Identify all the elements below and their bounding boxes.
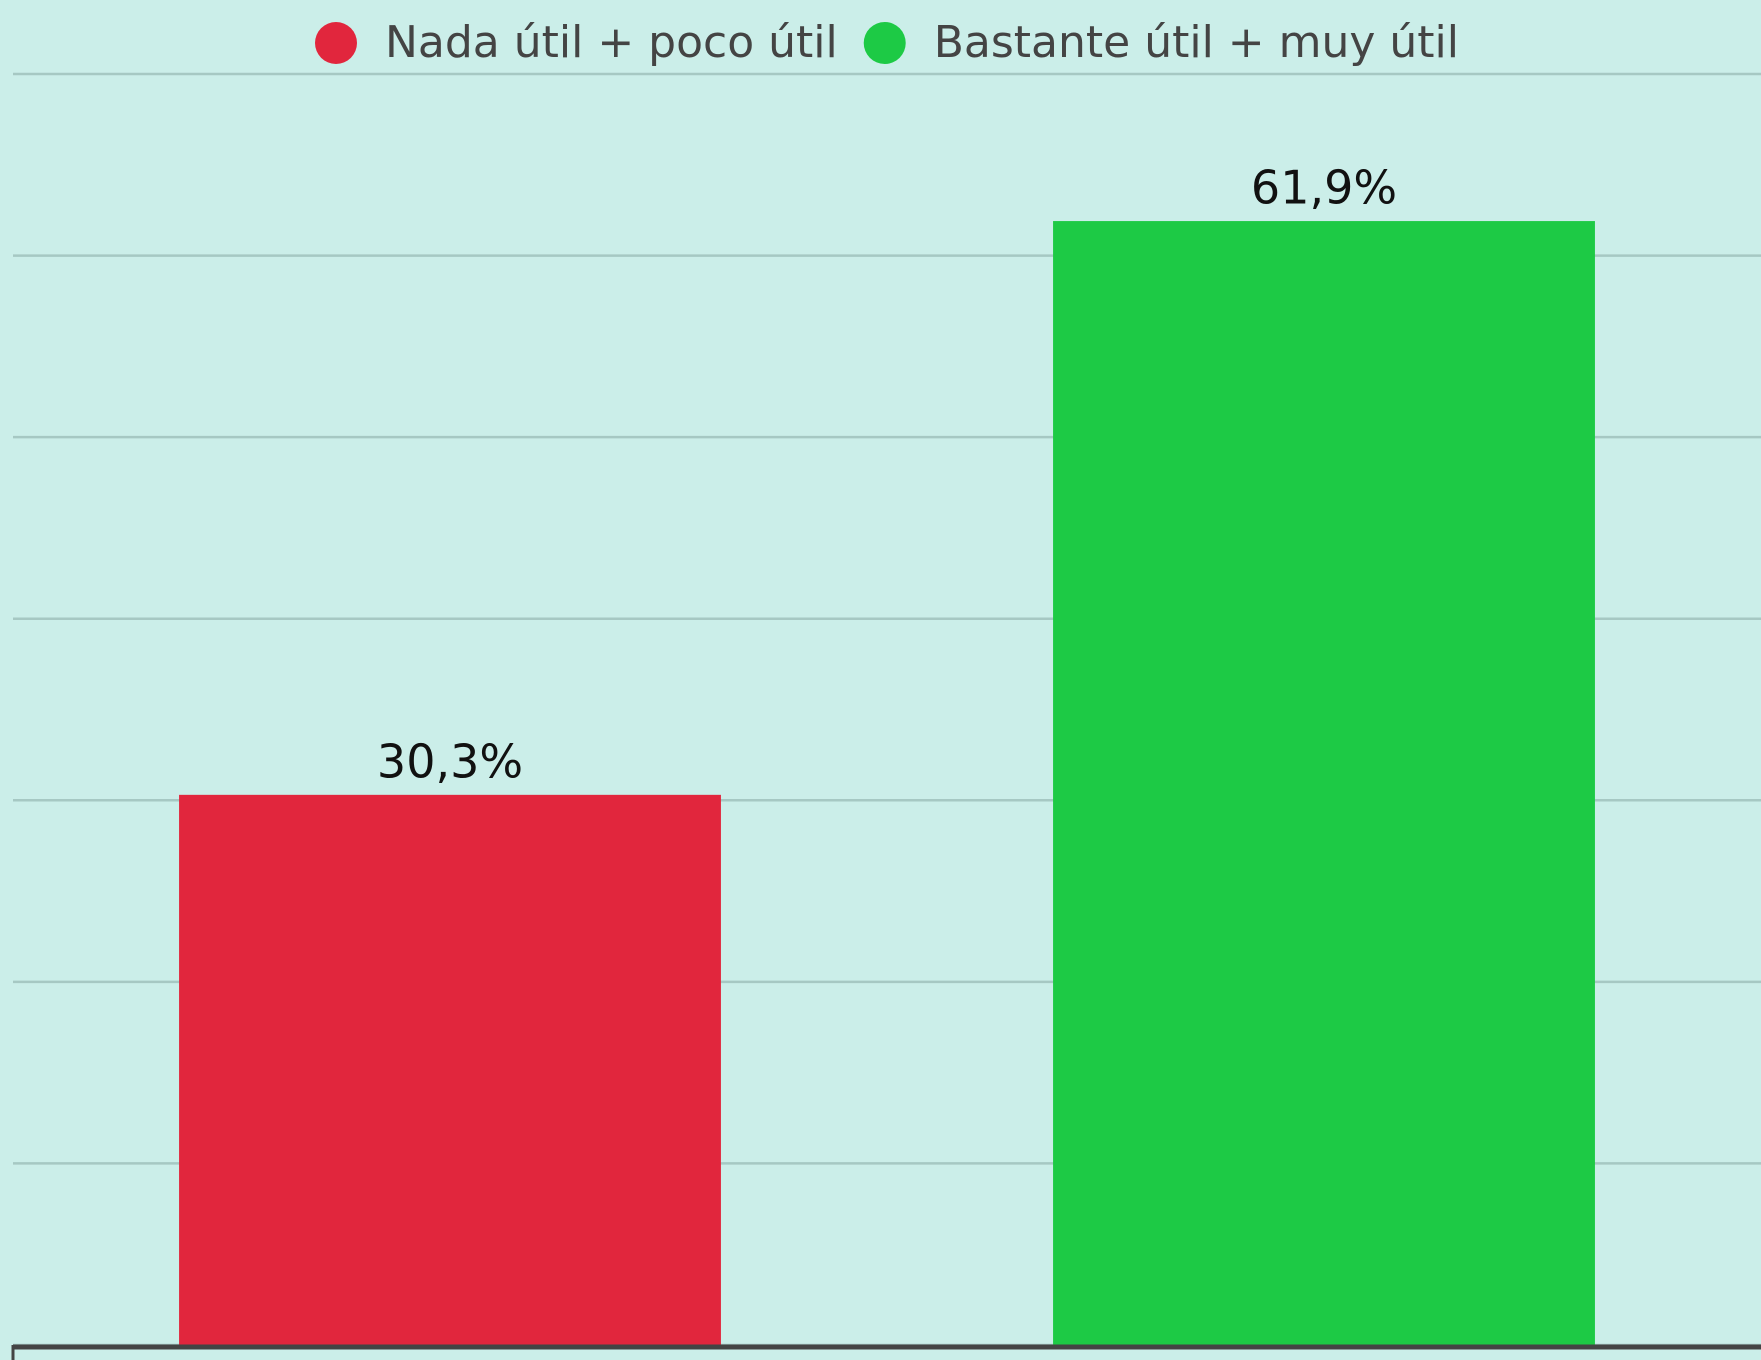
legend-label: Bastante útil + muy útil xyxy=(934,17,1459,68)
legend-marker xyxy=(863,22,906,64)
value-label: 30,3% xyxy=(377,734,523,788)
bar xyxy=(1053,221,1595,1345)
bar xyxy=(179,794,721,1345)
value-label: 61,9% xyxy=(1251,161,1397,215)
legend-marker xyxy=(315,22,357,64)
legend-label: Nada útil + poco útil xyxy=(385,17,838,68)
